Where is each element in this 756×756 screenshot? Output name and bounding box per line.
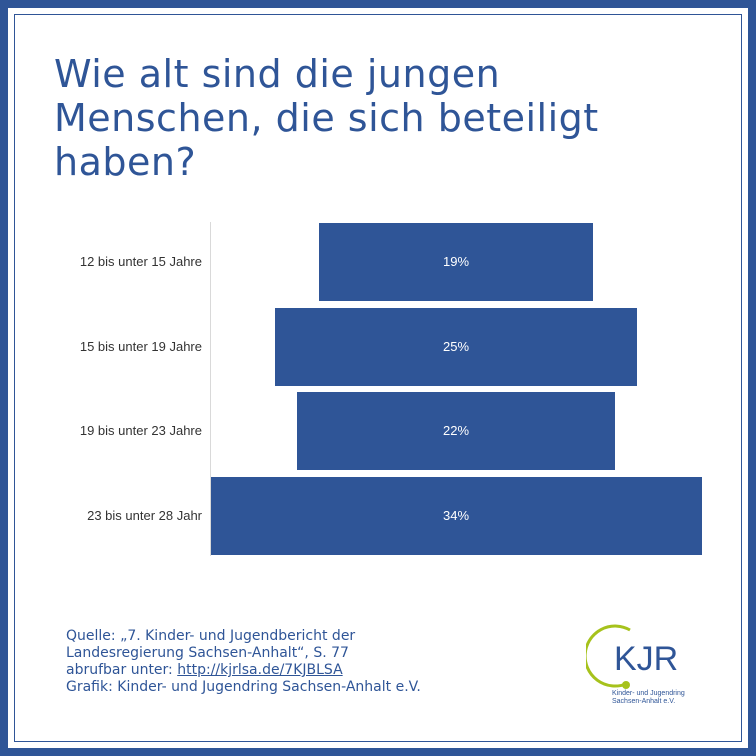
source-line-4: Grafik: Kinder- und Jugendring Sachsen-A…: [66, 679, 421, 695]
category-label-3: 19 bis unter 23 Jahre: [79, 423, 202, 438]
logo-caption: Kinder- und Jugendring Sachsen-Anhalt e.…: [612, 690, 722, 706]
bar-data-label-4: 34%: [442, 507, 470, 523]
category-label-1: 12 bis unter 15 Jahre: [79, 254, 202, 269]
source-line-3: abrufbar unter: http://kjrlsa.de/7KJBLSA: [66, 662, 546, 679]
kjr-logo-icon: KJR: [586, 624, 678, 689]
logo-caption-line-2: Sachsen-Anhalt e.V.: [612, 698, 676, 705]
source-note: Quelle: „7. Kinder- und Jugendbericht de…: [66, 628, 546, 696]
source-line-1: Quelle: „7. Kinder- und Jugendbericht de…: [66, 628, 356, 644]
source-line-2: Landesregierung Sachsen-Anhalt“, S. 77: [66, 645, 349, 661]
category-label-4: 23 bis unter 28 Jahr: [87, 507, 202, 523]
source-link[interactable]: http://kjrlsa.de/7KJBLSA: [177, 662, 343, 678]
bar-2: [275, 307, 637, 386]
bar-data-label-3: 22%: [442, 423, 470, 438]
category-label-2: 15 bis unter 19 Jahre: [79, 338, 202, 354]
bar-3: [297, 392, 615, 470]
page-title: Wie alt sind die jungen Menschen, die si…: [54, 52, 599, 184]
bar-data-label-1: 19%: [442, 254, 470, 269]
logo-letters: KJR: [614, 640, 678, 678]
bar-data-label-2: 25%: [442, 338, 470, 354]
logo-caption-line-1: Kinder- und Jugendring: [612, 690, 685, 697]
inner-frame: [14, 14, 742, 742]
source-link-prefix: abrufbar unter:: [66, 662, 178, 678]
bar-1: [318, 223, 594, 301]
bar-4: [210, 476, 702, 555]
category-axis-line: [210, 222, 211, 556]
